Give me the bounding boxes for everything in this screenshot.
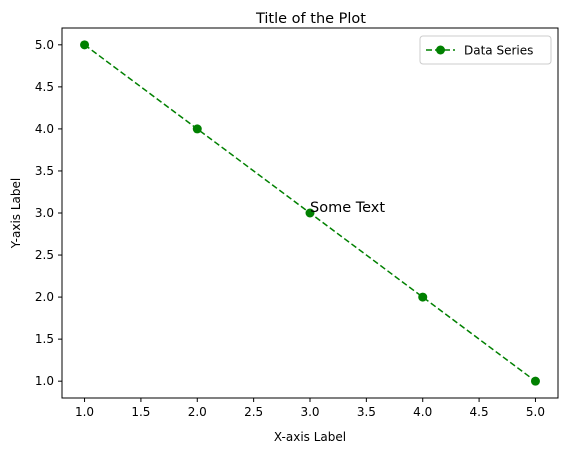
- legend-marker: [436, 45, 445, 55]
- annotation-text: Some Text: [310, 200, 385, 216]
- y-axis-label: Y-axis Label: [9, 178, 23, 249]
- x-axis-ticks: 1.0 1.5 2.0 2.5 3.0 3.5 4.0 4.5 5.0: [75, 398, 545, 419]
- y-tick-label: 1.0: [35, 374, 54, 388]
- plot-frame: [61, 27, 559, 399]
- y-tick-label: 4.0: [35, 122, 54, 136]
- y-tick-label: 3.0: [35, 206, 54, 220]
- x-tick-label: 2.0: [188, 405, 207, 419]
- y-axis-ticks: 1.0 1.5 2.0 2.5 3.0 3.5 4.0 4.5 5.0: [35, 38, 62, 388]
- x-tick-label: 4.5: [470, 405, 489, 419]
- y-tick-label: 2.5: [35, 248, 54, 262]
- legend-frame: [419, 35, 552, 65]
- series-layer: [80, 40, 540, 386]
- chart-title: Title of the Plot: [255, 11, 366, 27]
- data-point: [305, 208, 315, 218]
- y-tick-label: 4.5: [35, 80, 54, 94]
- x-tick-label: 3.0: [300, 405, 319, 419]
- y-tick-label: 1.5: [35, 332, 54, 346]
- data-point: [530, 376, 540, 386]
- y-tick-label: 5.0: [35, 38, 54, 52]
- legend: Data Series: [419, 35, 552, 65]
- x-tick-label: 1.5: [131, 405, 150, 419]
- data-point: [192, 124, 202, 134]
- x-axis-label: X-axis Label: [274, 430, 346, 444]
- x-tick-label: 1.0: [75, 405, 94, 419]
- x-tick-label: 3.5: [357, 405, 376, 419]
- x-tick-label: 4.0: [413, 405, 432, 419]
- legend-label: Data Series: [464, 44, 533, 58]
- plot-area: 1.0 1.5 2.0 2.5 3.0 3.5 4.0 4.5 5.0 1.0 1.5 2.0 2.5…: [35, 27, 559, 419]
- y-tick-label: 3.5: [35, 164, 54, 178]
- y-tick-label: 2.0: [35, 290, 54, 304]
- data-point: [80, 40, 90, 50]
- x-tick-label: 5.0: [526, 405, 545, 419]
- annotation-layer: Some Text: [310, 200, 385, 216]
- data-point: [418, 292, 428, 302]
- x-tick-label: 2.5: [244, 405, 263, 419]
